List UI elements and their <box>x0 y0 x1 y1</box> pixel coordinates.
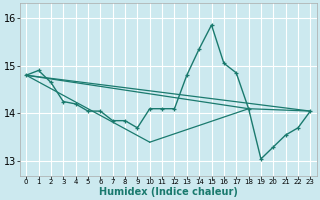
X-axis label: Humidex (Indice chaleur): Humidex (Indice chaleur) <box>99 187 238 197</box>
